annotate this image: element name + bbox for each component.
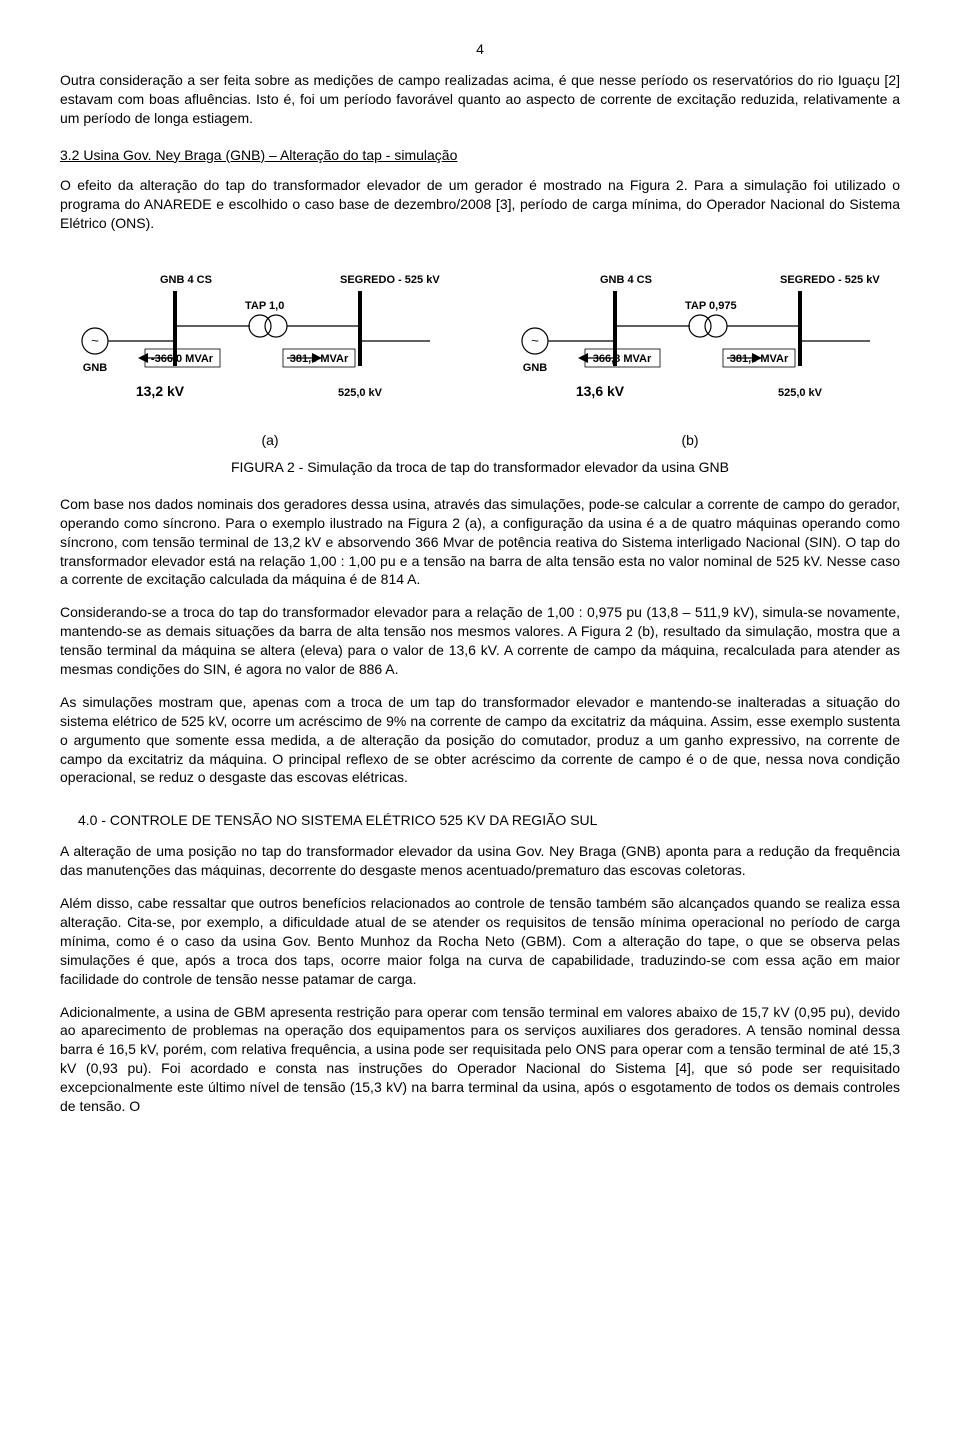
bus-left-label-b: GNB 4 CS: [600, 274, 652, 286]
tap-label-a: TAP 1,0: [245, 300, 284, 312]
paragraph-intro: Outra consideração a ser feita sobre as …: [60, 71, 900, 128]
mvar-left-b: 366,8 MVAr: [593, 353, 652, 365]
arrow-left-b: [578, 353, 588, 363]
mvar-right-a: 381,3 MVAr: [290, 353, 349, 365]
paragraph-5: As simulações mostram que, apenas com a …: [60, 693, 900, 787]
bus-right-label-b: SEGREDO - 525 kV: [780, 274, 880, 286]
generator-tilde-a: ~: [91, 333, 99, 348]
ab-labels: (a) (b): [60, 431, 900, 450]
diagram-b-svg: GNB 4 CS SEGREDO - 525 kV ~ TAP 0,975 GN…: [500, 271, 900, 411]
paragraph-3-2: O efeito da alteração do tap do transfor…: [60, 176, 900, 233]
paragraph-3: Com base nos dados nominais dos geradore…: [60, 495, 900, 589]
diagram-a-svg: GNB 4 CS SEGREDO - 525 kV ~ TAP 1,0 GNB: [60, 271, 460, 411]
diagram-a: GNB 4 CS SEGREDO - 525 kV ~ TAP 1,0 GNB: [60, 271, 460, 411]
kv-left-a: 13,2 kV: [136, 383, 185, 399]
generator-tilde-b: ~: [531, 333, 539, 348]
gen-label-b: GNB: [523, 362, 548, 374]
kv-left-b: 13,6 kV: [576, 383, 625, 399]
paragraph-8: Adicionalmente, a usina de GBM apresenta…: [60, 1003, 900, 1116]
page-number: 4: [60, 40, 900, 59]
arrow-left-a: [138, 353, 148, 363]
mvar-right-b: 381,3 MVAr: [730, 353, 789, 365]
label-b: (b): [480, 431, 900, 450]
xfmr-circle-2-b: [705, 315, 727, 337]
paragraph-7: Além disso, cabe ressaltar que outros be…: [60, 894, 900, 988]
paragraph-4: Considerando-se a troca do tap do transf…: [60, 603, 900, 679]
paragraph-6: A alteração de uma posição no tap do tra…: [60, 842, 900, 880]
label-a: (a): [60, 431, 480, 450]
kv-right-b: 525,0 kV: [778, 387, 823, 399]
mvar-left-a: -366,0 MVAr: [151, 353, 214, 365]
section-3-2-heading: 3.2 Usina Gov. Ney Braga (GNB) – Alteraç…: [60, 146, 900, 165]
bus-left-label-a: GNB 4 CS: [160, 274, 212, 286]
diagram-b: GNB 4 CS SEGREDO - 525 kV ~ TAP 0,975 GN…: [500, 271, 900, 411]
kv-right-a: 525,0 kV: [338, 387, 383, 399]
xfmr-circle-2-a: [265, 315, 287, 337]
figure-2-diagrams: GNB 4 CS SEGREDO - 525 kV ~ TAP 1,0 GNB: [60, 271, 900, 411]
section-4-0-heading: 4.0 - CONTROLE DE TENSÃO NO SISTEMA ELÉT…: [78, 811, 900, 830]
bus-right-label-a: SEGREDO - 525 kV: [340, 274, 440, 286]
figure-2-caption: FIGURA 2 - Simulação da troca de tap do …: [60, 458, 900, 477]
tap-label-b: TAP 0,975: [685, 300, 737, 312]
gen-label-a: GNB: [83, 362, 108, 374]
